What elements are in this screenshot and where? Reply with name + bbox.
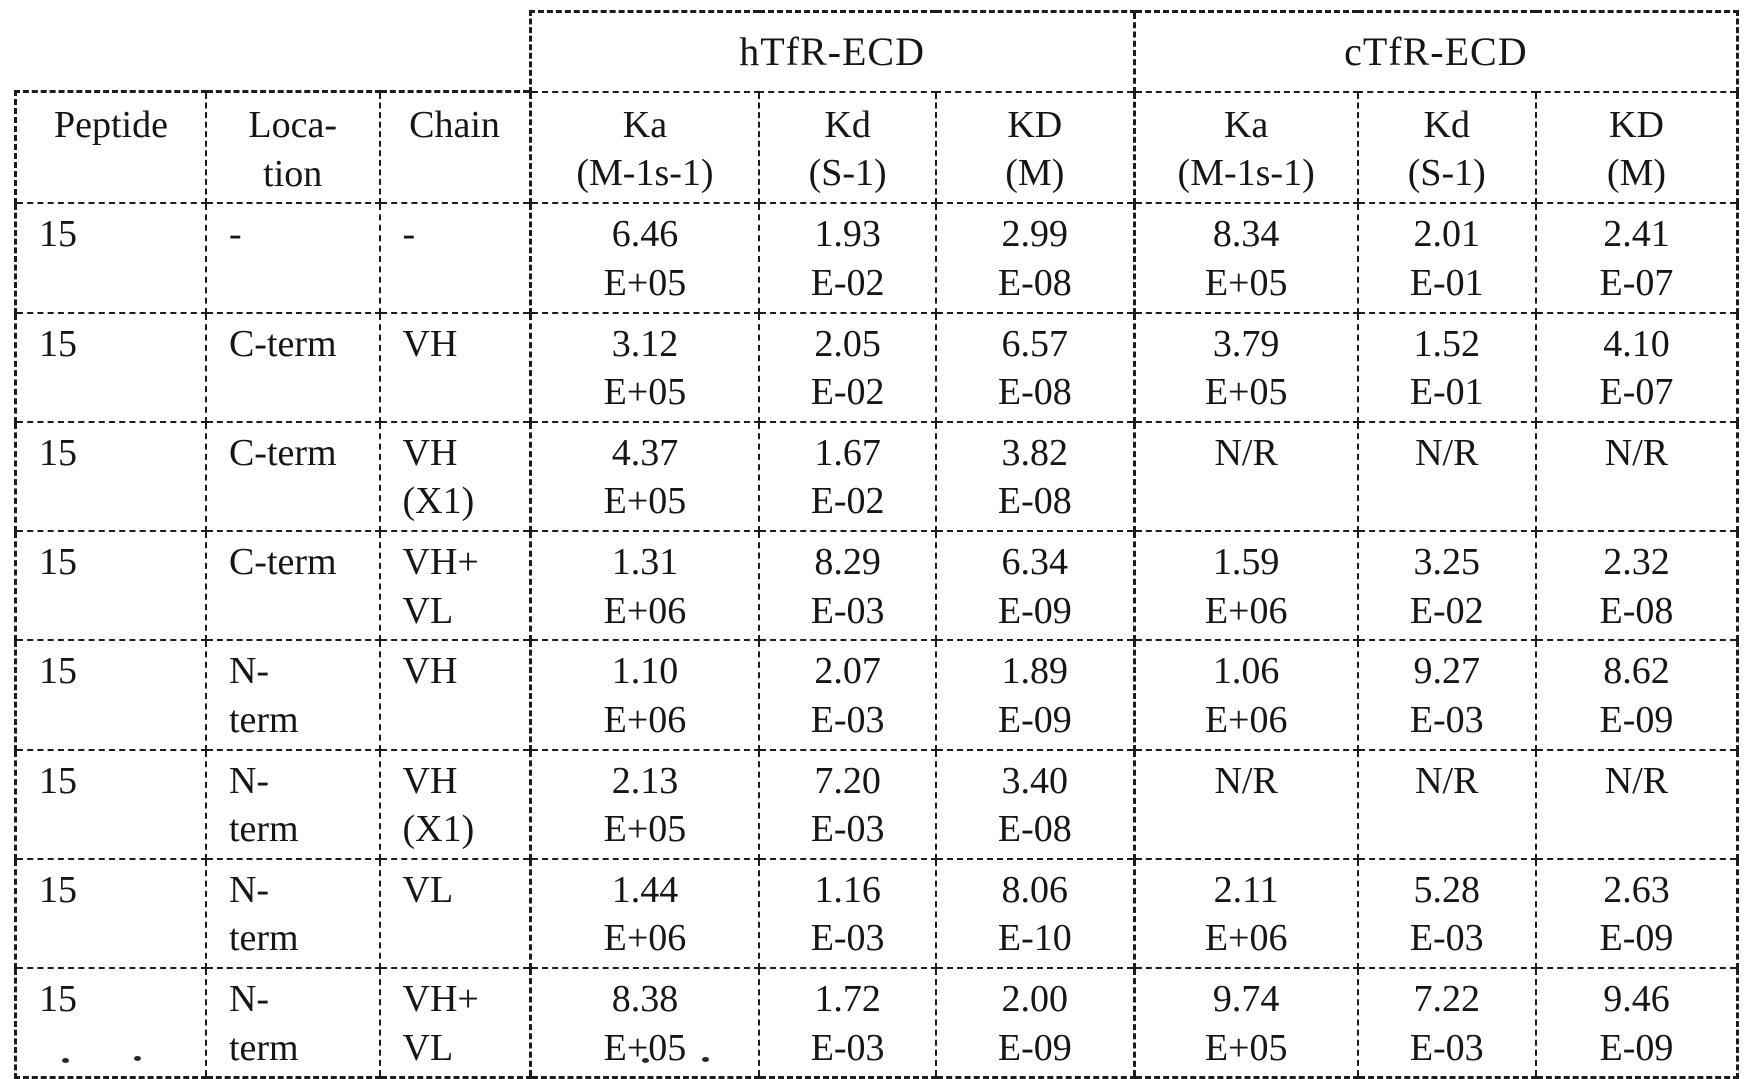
cell-chain: VH (X1)	[378, 420, 532, 533]
cell-ctfr-ka: 3.79 E+05	[1132, 311, 1359, 423]
cell-ctfr-kd: 9.27 E-03	[1356, 639, 1537, 751]
cell-ctfr-kd: N/R	[1356, 420, 1537, 533]
cell-location: N- term	[204, 857, 381, 970]
cell-htfr-ka: 1.10 E+06	[528, 639, 761, 751]
table-row: 15 N- term VH+ VL 8.38 E+05 1.72 E-03 2.…	[13, 967, 1739, 1079]
col-header-htfr-kd: Kd (S-1)	[758, 90, 937, 205]
cell-ctfr-ka: 8.34 E+05	[1132, 202, 1359, 314]
cell-ctfr-KD: 8.62 E-09	[1534, 639, 1739, 751]
cell-ctfr-KD: 2.41 E-07	[1534, 202, 1739, 314]
group-header-ctfr-ecd: cTfR-ECD	[1132, 10, 1740, 93]
col-header-peptide: Peptide	[13, 90, 207, 205]
cell-chain: VH	[378, 639, 532, 751]
scan-artifact	[62, 1058, 69, 1063]
cell-chain: VH+ VL	[378, 967, 532, 1079]
cell-ctfr-ka: 1.06 E+06	[1132, 639, 1359, 751]
col-header-location: Loca- tion	[204, 90, 381, 205]
cell-ctfr-ka: 2.11 E+06	[1132, 857, 1359, 970]
cell-peptide: 15	[13, 857, 207, 970]
cell-location: N- term	[204, 748, 381, 860]
cell-htfr-ka: 4.37 E+05	[528, 420, 761, 533]
cell-location: C-term	[204, 420, 381, 533]
cell-chain: VL	[378, 857, 532, 970]
cell-ctfr-kd: 2.01 E-01	[1356, 202, 1537, 314]
table-row: 15 C-term VH 3.12 E+05 2.05 E-02 6.57 E-…	[13, 311, 1739, 423]
col-header-htfr-ka: Ka (M-1s-1)	[528, 90, 761, 205]
cell-htfr-kd: 1.67 E-02	[758, 420, 937, 533]
cell-htfr-KD: 3.82 E-08	[934, 420, 1136, 533]
col-header-ctfr-ka: Ka (M-1s-1)	[1132, 90, 1359, 205]
table-row: 15 N- term VH 1.10 E+06 2.07 E-03 1.89 E…	[13, 639, 1739, 751]
cell-ctfr-kd: 1.52 E-01	[1356, 311, 1537, 423]
cell-peptide: 15	[13, 748, 207, 860]
cell-ctfr-KD: N/R	[1534, 420, 1739, 533]
cell-ctfr-KD: 4.10 E-07	[1534, 311, 1739, 423]
cell-location: N- term	[204, 639, 381, 751]
cell-ctfr-ka: N/R	[1132, 420, 1359, 533]
cell-chain: VH+ VL	[378, 529, 532, 642]
table-row: 15 N- term VL 1.44 E+06 1.16 E-03 8.06 E…	[13, 857, 1739, 970]
cell-ctfr-kd: 5.28 E-03	[1356, 857, 1537, 970]
cell-peptide: 15	[13, 311, 207, 423]
table-row: 15 C-term VH+ VL 1.31 E+06 8.29 E-03 6.3…	[13, 529, 1739, 642]
cell-ctfr-KD: N/R	[1534, 748, 1739, 860]
cell-location: N- term	[204, 967, 381, 1079]
cell-location: -	[204, 202, 381, 314]
cell-location: C-term	[204, 529, 381, 642]
col-header-htfr-KD: KD (M)	[934, 90, 1136, 205]
col-header-ctfr-KD: KD (M)	[1534, 90, 1739, 205]
cell-chain: VH	[378, 311, 532, 423]
table-row: 15 C-term VH (X1) 4.37 E+05 1.67 E-02 3.…	[13, 420, 1739, 533]
col-header-ctfr-kd: Kd (S-1)	[1356, 90, 1537, 205]
cell-ctfr-ka: 9.74 E+05	[1132, 967, 1359, 1079]
binding-kinetics-table: hTfR-ECD cTfR-ECD Peptide Loca- tion Cha…	[13, 10, 1740, 1079]
cell-ctfr-kd: 7.22 E-03	[1356, 967, 1537, 1079]
table-row: 15 N- term VH (X1) 2.13 E+05 7.20 E-03 3…	[13, 748, 1739, 860]
cell-ctfr-ka: 1.59 E+06	[1132, 529, 1359, 642]
cell-htfr-ka: 1.31 E+06	[528, 529, 761, 642]
column-header-row: Peptide Loca- tion Chain Ka (M-1s-1) Kd …	[13, 90, 1739, 205]
cell-htfr-KD: 1.89 E-09	[934, 639, 1136, 751]
table-row: 15 - - 6.46 E+05 1.93 E-02 2.99 E-08 8.3…	[13, 202, 1739, 314]
cell-chain: VH (X1)	[378, 748, 532, 860]
cell-ctfr-ka: N/R	[1132, 748, 1359, 860]
scan-artifact	[134, 1056, 141, 1061]
cell-htfr-ka: 2.13 E+05	[528, 748, 761, 860]
group-header-htfr-ecd: hTfR-ECD	[528, 10, 1136, 93]
cell-ctfr-KD: 9.46 E-09	[1534, 967, 1739, 1079]
cell-peptide: 15	[13, 639, 207, 751]
cell-ctfr-KD: 2.32 E-08	[1534, 529, 1739, 642]
cell-htfr-kd: 1.93 E-02	[758, 202, 937, 314]
cell-peptide: 15	[13, 420, 207, 533]
cell-htfr-KD: 3.40 E-08	[934, 748, 1136, 860]
cell-htfr-kd: 1.16 E-03	[758, 857, 937, 970]
cell-htfr-KD: 6.34 E-09	[934, 529, 1136, 642]
cell-htfr-kd: 8.29 E-03	[758, 529, 937, 642]
cell-htfr-kd: 1.72 E-03	[758, 967, 937, 1079]
cell-ctfr-kd: N/R	[1356, 748, 1537, 860]
cell-htfr-KD: 2.99 E-08	[934, 202, 1136, 314]
cell-htfr-ka: 1.44 E+06	[528, 857, 761, 970]
col-header-chain: Chain	[378, 90, 532, 205]
cell-htfr-kd: 7.20 E-03	[758, 748, 937, 860]
cell-peptide: 15	[13, 967, 207, 1079]
cell-peptide: 15	[13, 202, 207, 314]
cell-htfr-KD: 2.00 E-09	[934, 967, 1136, 1079]
group-header-row: hTfR-ECD cTfR-ECD	[15, 10, 1740, 93]
cell-htfr-kd: 2.05 E-02	[758, 311, 937, 423]
cell-htfr-ka: 3.12 E+05	[528, 311, 761, 423]
cell-htfr-ka: 6.46 E+05	[528, 202, 761, 314]
cell-htfr-KD: 8.06 E-10	[934, 857, 1136, 970]
cell-htfr-KD: 6.57 E-08	[934, 311, 1136, 423]
header-spacer	[15, 11, 531, 92]
cell-chain: -	[378, 202, 532, 314]
cell-location: C-term	[204, 311, 381, 423]
scan-artifact	[642, 1058, 649, 1063]
scan-artifact	[702, 1057, 709, 1062]
cell-ctfr-kd: 3.25 E-02	[1356, 529, 1537, 642]
cell-ctfr-KD: 2.63 E-09	[1534, 857, 1739, 970]
cell-htfr-kd: 2.07 E-03	[758, 639, 937, 751]
cell-peptide: 15	[13, 529, 207, 642]
